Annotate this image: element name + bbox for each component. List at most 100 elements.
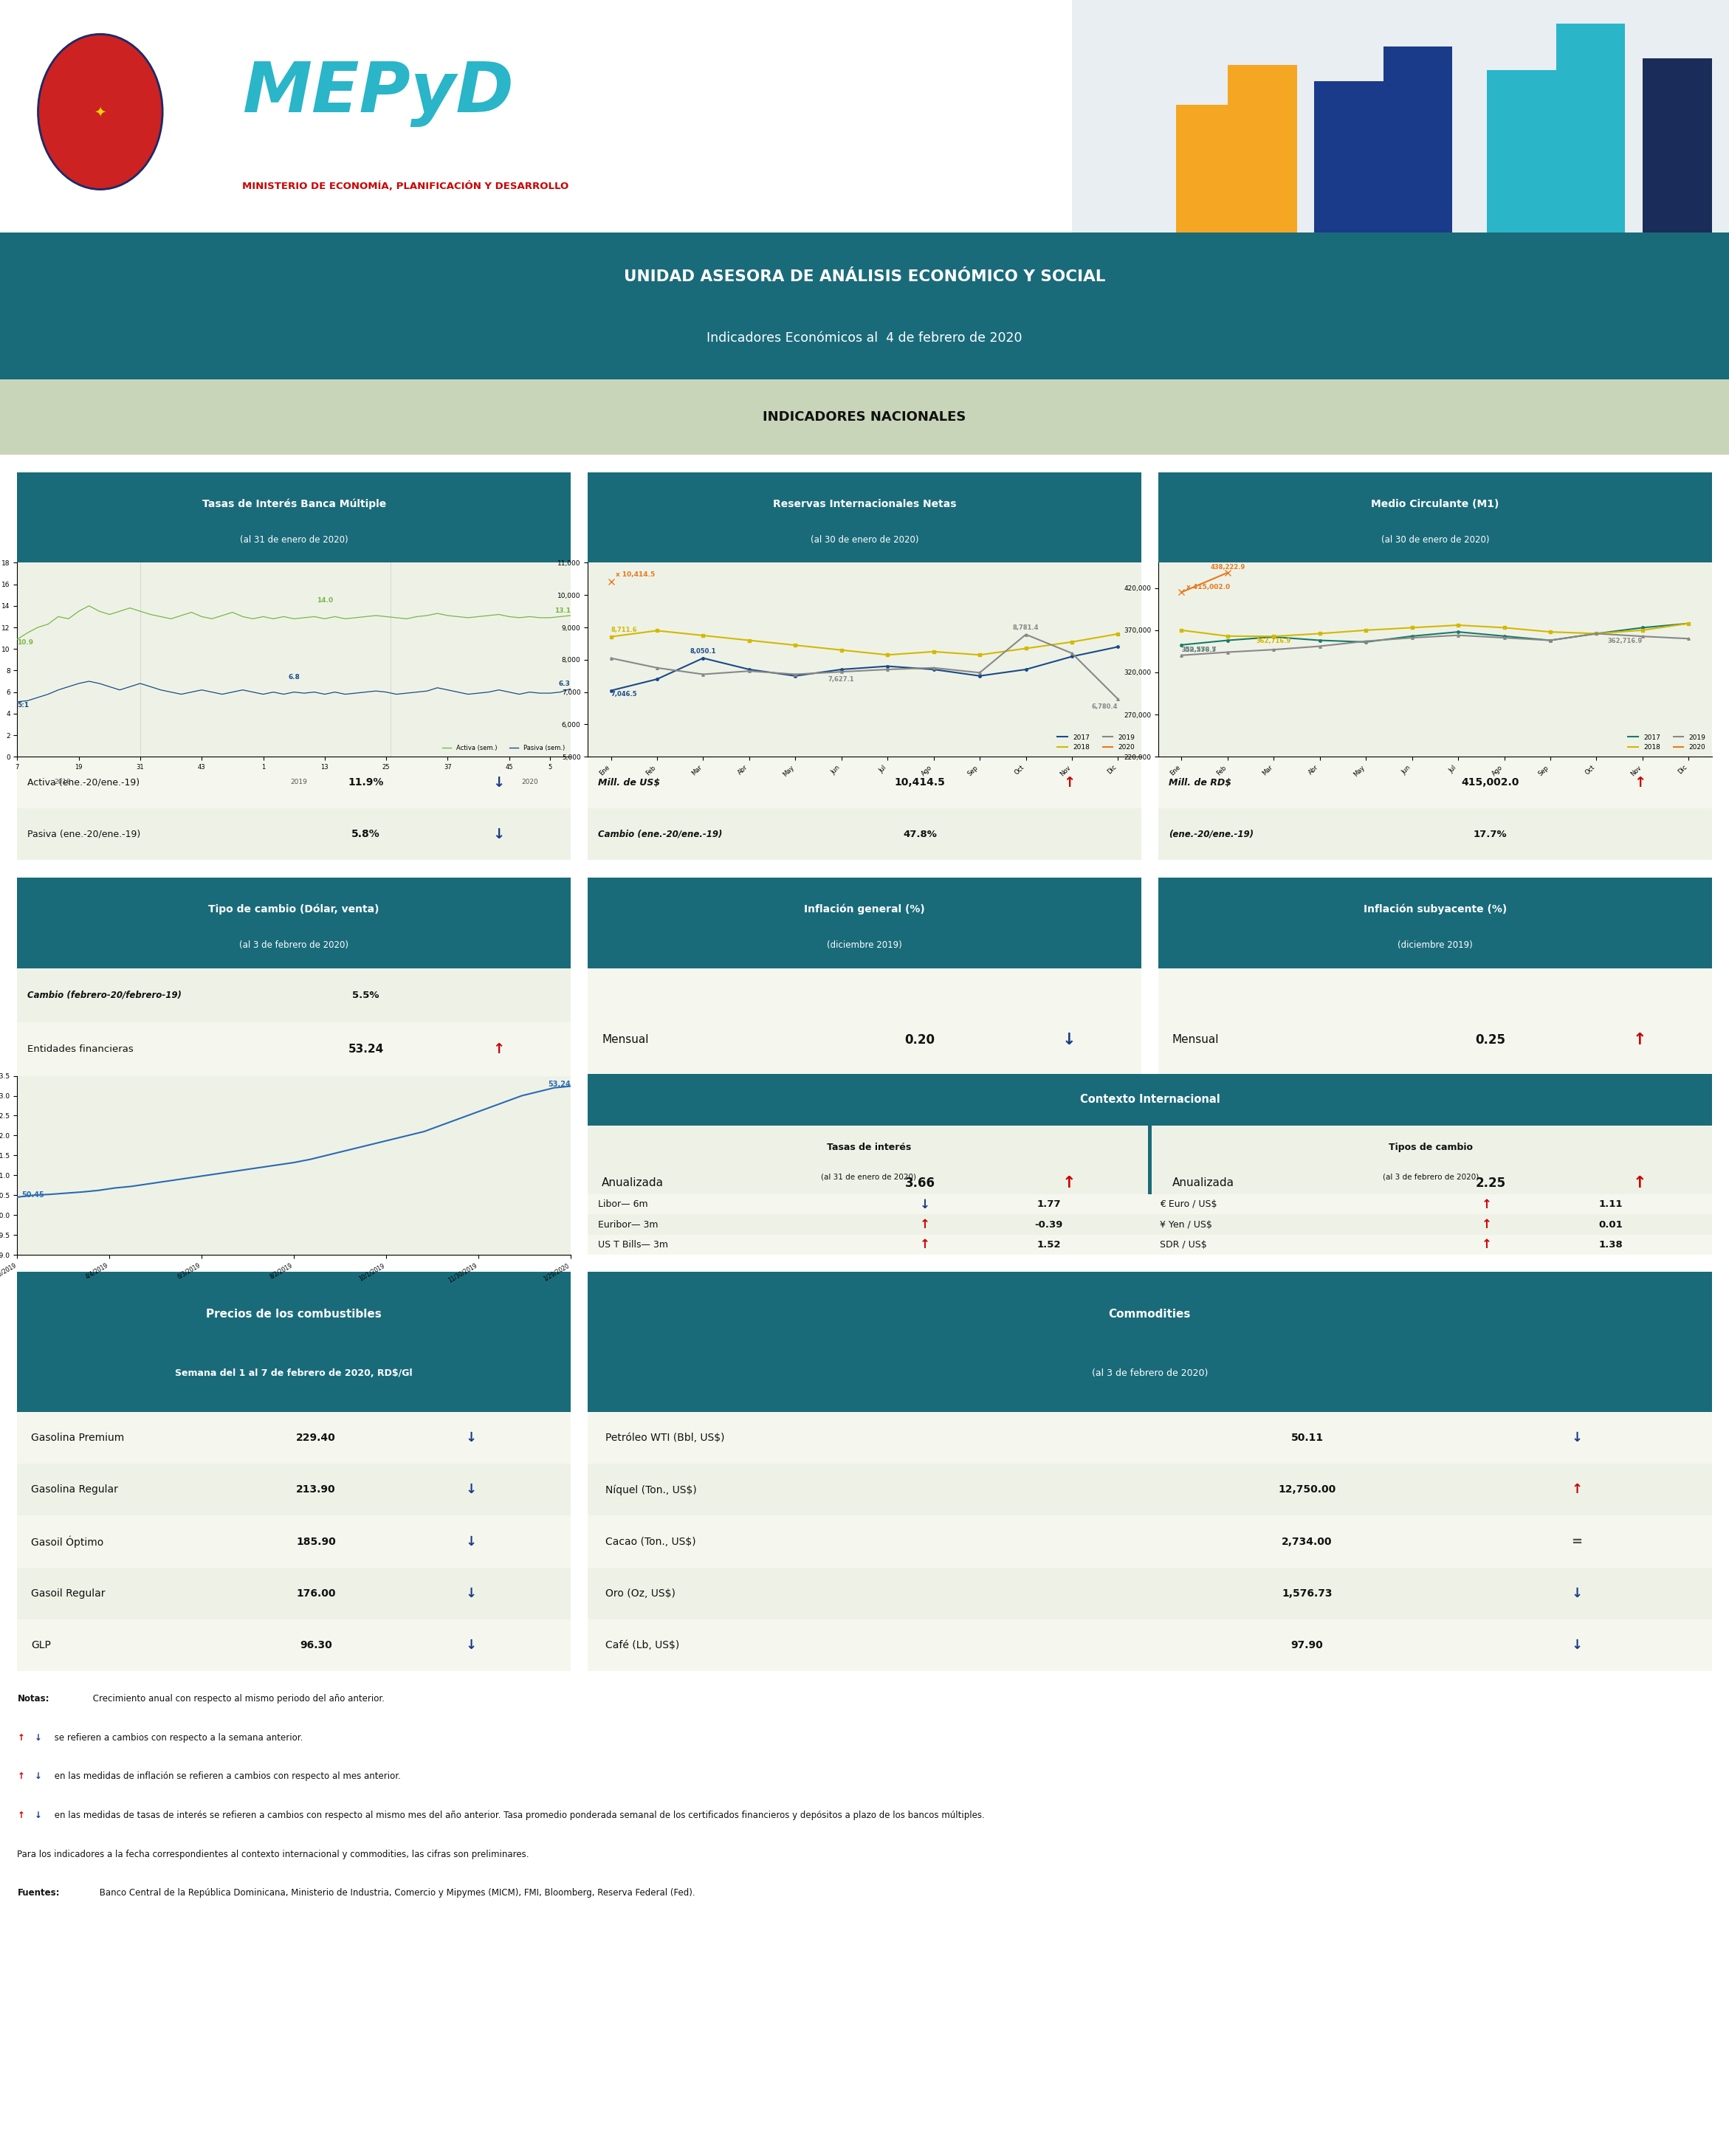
- Text: ↓: ↓: [1572, 1639, 1582, 1651]
- Bar: [588, 1074, 1712, 1125]
- Text: Mensual: Mensual: [602, 1035, 648, 1046]
- Text: Commodities: Commodities: [1108, 1309, 1191, 1319]
- Text: 6.8: 6.8: [289, 675, 299, 681]
- Text: ¥ Yen / US$: ¥ Yen / US$: [1160, 1220, 1212, 1229]
- Bar: [588, 472, 1141, 563]
- Text: US T Bills— 3m: US T Bills— 3m: [598, 1240, 669, 1250]
- Text: 2,734.00: 2,734.00: [1281, 1537, 1333, 1546]
- Text: 47.8%: 47.8%: [903, 830, 937, 839]
- Bar: [17, 1516, 571, 1567]
- Text: (al 30 de enero de 2020): (al 30 de enero de 2020): [811, 535, 918, 545]
- Text: (diciembre 2019): (diciembre 2019): [1397, 940, 1473, 951]
- Text: Activa (ene.-20/ene.-19): Activa (ene.-20/ene.-19): [28, 778, 140, 787]
- Text: 1.11: 1.11: [1599, 1199, 1622, 1210]
- Text: 362,716.9: 362,716.9: [1257, 638, 1292, 645]
- Text: Reservas Internacionales Netas: Reservas Internacionales Netas: [773, 498, 956, 509]
- Bar: [588, 472, 1141, 860]
- Bar: [1228, 65, 1297, 233]
- Text: 176.00: 176.00: [296, 1589, 335, 1598]
- Text: ↑: ↑: [1062, 1175, 1075, 1190]
- Bar: [17, 472, 571, 860]
- Text: =: =: [1572, 1535, 1582, 1548]
- Bar: [1556, 24, 1625, 233]
- Text: 50.45: 50.45: [22, 1192, 45, 1199]
- Text: MINISTERIO DE ECONOMÍA, PLANIFICACIÓN Y DESARROLLO: MINISTERIO DE ECONOMÍA, PLANIFICACIÓN Y …: [242, 181, 569, 192]
- Bar: [1158, 968, 1712, 1112]
- Legend: 2017, 2018, 2019, 2020: 2017, 2018, 2019, 2020: [1055, 731, 1138, 752]
- Bar: [1383, 47, 1452, 233]
- Text: en las medidas de tasas de interés se refieren a cambios con respecto al mismo m: en las medidas de tasas de interés se re…: [52, 1811, 986, 1820]
- Bar: [1158, 757, 1712, 808]
- Bar: [0, 379, 1729, 455]
- Text: x 415,002.0: x 415,002.0: [1186, 584, 1229, 591]
- Text: Café (Lb, US$): Café (Lb, US$): [605, 1641, 679, 1649]
- Text: -0.39: -0.39: [1034, 1220, 1063, 1229]
- Text: ↓: ↓: [35, 1733, 41, 1742]
- Bar: [17, 1619, 571, 1671]
- Text: 10.9: 10.9: [17, 640, 33, 647]
- Bar: [1150, 1235, 1712, 1255]
- Text: SDR / US$: SDR / US$: [1160, 1240, 1207, 1250]
- Bar: [17, 808, 571, 860]
- Text: Mill. de US$: Mill. de US$: [598, 778, 660, 787]
- Bar: [1487, 69, 1556, 233]
- Text: ↑: ↑: [1063, 776, 1075, 789]
- Text: 50.11: 50.11: [1292, 1434, 1323, 1442]
- Text: ↑: ↑: [1572, 1483, 1582, 1496]
- Bar: [588, 808, 1141, 860]
- Text: GLP: GLP: [31, 1641, 50, 1649]
- Text: 17.7%: 17.7%: [1473, 830, 1508, 839]
- Text: ↑: ↑: [1634, 776, 1646, 789]
- Bar: [1643, 58, 1712, 233]
- Text: Gasoil Óptimo: Gasoil Óptimo: [31, 1535, 104, 1548]
- Text: 213.90: 213.90: [296, 1485, 335, 1494]
- Bar: [1158, 472, 1712, 563]
- Bar: [17, 968, 571, 1022]
- Text: 96.30: 96.30: [299, 1641, 332, 1649]
- Bar: [17, 1272, 571, 1671]
- Text: 0.01: 0.01: [1599, 1220, 1622, 1229]
- Bar: [1150, 1125, 1712, 1194]
- Text: ↑: ↑: [920, 1218, 930, 1231]
- Text: 2019: 2019: [290, 778, 308, 785]
- Text: Tasas de interés: Tasas de interés: [826, 1143, 911, 1151]
- Text: 1.77: 1.77: [1037, 1199, 1060, 1210]
- Text: Inflación general (%): Inflación general (%): [804, 903, 925, 914]
- Text: Crecimiento anual con respecto al mismo periodo del año anterior.: Crecimiento anual con respecto al mismo …: [90, 1695, 384, 1703]
- Text: ↑: ↑: [17, 1772, 24, 1781]
- Bar: [17, 1412, 571, 1464]
- Text: 13.1: 13.1: [555, 608, 571, 614]
- Bar: [1148, 1125, 1152, 1194]
- Text: (al 3 de febrero de 2020): (al 3 de febrero de 2020): [1383, 1173, 1478, 1181]
- Bar: [588, 877, 1141, 1255]
- Text: ↑: ↑: [493, 1041, 505, 1056]
- Bar: [588, 1412, 1712, 1464]
- Text: Fuentes:: Fuentes:: [17, 1889, 61, 1897]
- Text: € Euro / US$: € Euro / US$: [1160, 1199, 1217, 1210]
- Text: 53.24: 53.24: [348, 1044, 384, 1054]
- Text: (al 30 de enero de 2020): (al 30 de enero de 2020): [1381, 535, 1489, 545]
- Bar: [1150, 1194, 1712, 1214]
- Text: Gasoil Regular: Gasoil Regular: [31, 1589, 105, 1598]
- Text: Anualizada: Anualizada: [1172, 1177, 1235, 1188]
- Text: ↑: ↑: [920, 1238, 930, 1250]
- Text: Tasas de Interés Banca Múltiple: Tasas de Interés Banca Múltiple: [202, 498, 386, 509]
- Text: se refieren a cambios con respecto a la semana anterior.: se refieren a cambios con respecto a la …: [52, 1733, 303, 1742]
- Text: ↓: ↓: [465, 1483, 477, 1496]
- Bar: [1158, 877, 1712, 1255]
- Text: ↑: ↑: [17, 1811, 24, 1820]
- Bar: [1150, 1214, 1712, 1235]
- Text: Níquel (Ton., US$): Níquel (Ton., US$): [605, 1485, 697, 1494]
- Text: 5.8%: 5.8%: [351, 830, 380, 839]
- Text: 8,050.1: 8,050.1: [690, 649, 716, 655]
- Text: ↓: ↓: [465, 1587, 477, 1600]
- Bar: [1176, 106, 1245, 233]
- Text: ↓: ↓: [1572, 1587, 1582, 1600]
- Bar: [0, 233, 1729, 379]
- Bar: [17, 877, 571, 1255]
- Bar: [588, 1194, 1150, 1214]
- Text: UNIDAD ASESORA DE ANÁLISIS ECONÓMICO Y SOCIAL: UNIDAD ASESORA DE ANÁLISIS ECONÓMICO Y S…: [624, 270, 1105, 285]
- Text: ↑: ↑: [1632, 1175, 1646, 1190]
- Bar: [588, 1272, 1712, 1671]
- Text: Cambio (ene.-20/ene.-19): Cambio (ene.-20/ene.-19): [598, 830, 723, 839]
